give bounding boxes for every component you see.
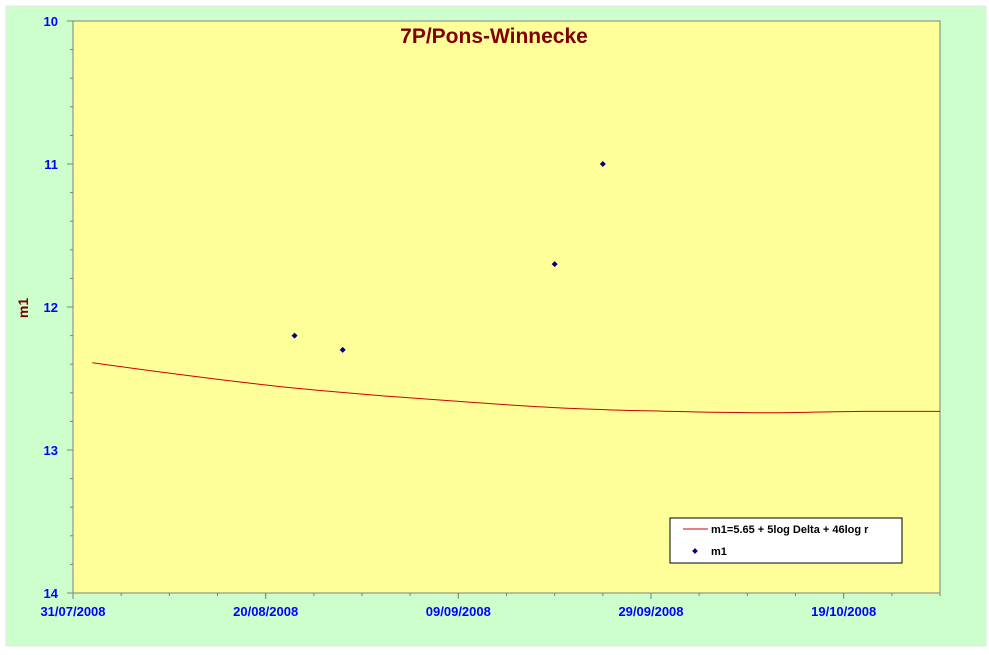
data-point-marker xyxy=(339,346,346,353)
data-point-marker xyxy=(291,332,298,339)
y-tick-label: 14 xyxy=(44,586,59,601)
x-axis: 31/07/2008 20/08/2008 09/09/2008 29/09/2008… xyxy=(40,592,941,619)
data-point-marker xyxy=(551,261,558,268)
x-tick-label: 19/10/2008 xyxy=(811,604,876,619)
legend-line-label: m1=5.65 + 5log Delta + 46log r xyxy=(711,524,869,536)
data-point-marker xyxy=(599,161,606,167)
y-tick-label: 10 xyxy=(44,14,58,29)
x-tick-label: 20/08/2008 xyxy=(233,604,298,619)
legend-marker-label: m1 xyxy=(711,546,727,558)
y-axis: 10 11 12 13 14 xyxy=(44,14,74,601)
plot-area xyxy=(72,20,941,594)
legend-box xyxy=(669,517,903,564)
y-tick-label: 11 xyxy=(44,157,58,172)
chart-title: 7P/Pons-Winnecke xyxy=(400,25,588,48)
y-tick-label: 12 xyxy=(44,300,58,315)
legend: m1=5.65 + 5log Delta + 46log r m1 xyxy=(669,517,903,564)
y-axis-label: m1 xyxy=(15,298,31,318)
series-layer xyxy=(92,161,941,414)
x-tick-label: 09/09/2008 xyxy=(426,604,491,619)
model-curve-line xyxy=(92,362,941,414)
legend-marker-swatch xyxy=(692,548,698,554)
y-tick-label: 13 xyxy=(44,443,58,458)
x-tick-label: 29/09/2008 xyxy=(618,604,683,619)
x-tick-label: 31/07/2008 xyxy=(40,604,105,619)
